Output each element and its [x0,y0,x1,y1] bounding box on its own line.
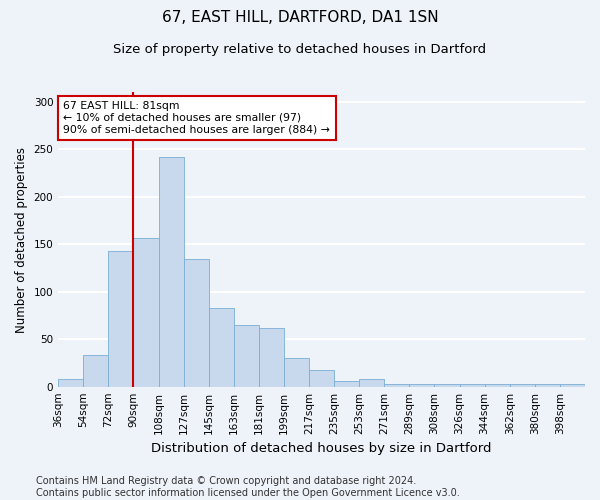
Bar [158,157,184,386]
Bar [309,370,334,386]
Bar [385,384,409,386]
Text: 67 EAST HILL: 81sqm
← 10% of detached houses are smaller (97)
90% of semi-detach: 67 EAST HILL: 81sqm ← 10% of detached ho… [64,102,331,134]
Bar [58,379,83,386]
Bar [560,384,585,386]
Bar [133,238,158,386]
Bar [83,356,109,386]
Bar [234,325,259,386]
Bar [485,384,510,386]
Bar [184,258,209,386]
Bar [209,308,234,386]
Text: 67, EAST HILL, DARTFORD, DA1 1SN: 67, EAST HILL, DARTFORD, DA1 1SN [161,10,439,25]
X-axis label: Distribution of detached houses by size in Dartford: Distribution of detached houses by size … [151,442,492,455]
Bar [535,384,560,386]
Bar [259,328,284,386]
Bar [510,384,535,386]
Bar [284,358,309,386]
Bar [334,381,359,386]
Bar [460,384,485,386]
Bar [409,384,434,386]
Text: Contains HM Land Registry data © Crown copyright and database right 2024.
Contai: Contains HM Land Registry data © Crown c… [36,476,460,498]
Text: Size of property relative to detached houses in Dartford: Size of property relative to detached ho… [113,42,487,56]
Bar [434,384,460,386]
Y-axis label: Number of detached properties: Number of detached properties [15,146,28,332]
Bar [109,251,133,386]
Bar [359,379,385,386]
